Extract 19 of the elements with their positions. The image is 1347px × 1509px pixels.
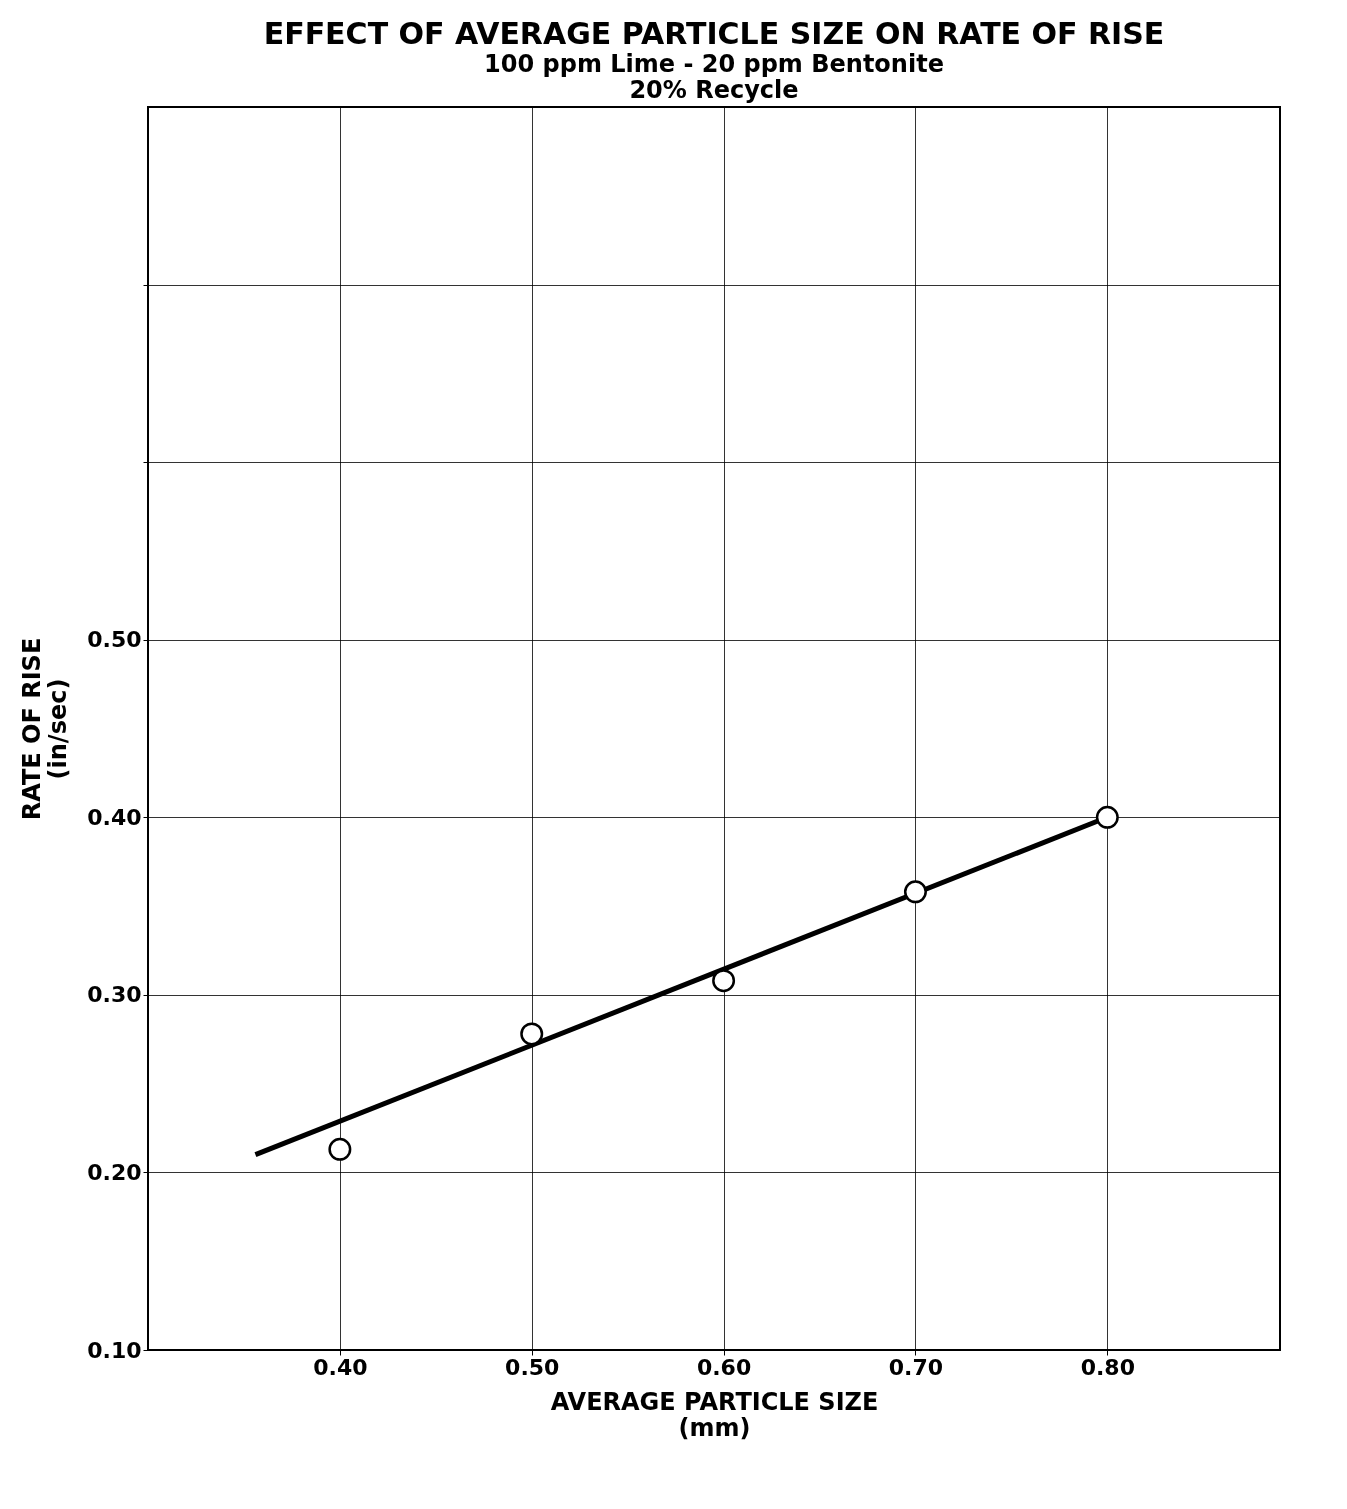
- x-axis-title: AVERAGE PARTICLE SIZE (mm): [550, 1387, 879, 1442]
- chart-title: EFFECT OF AVERAGE PARTICLE SIZE ON RATE OF RISE: [263, 16, 1165, 51]
- point: [712, 969, 736, 993]
- chart-subtitle: 100 ppm Lime - 20 ppm Bentonite 20% Recycle: [484, 50, 944, 104]
- y-tick-label: 0.40: [87, 804, 142, 830]
- x-tick-label: 0.80: [1080, 1354, 1135, 1380]
- y-tick-label: 0.30: [87, 982, 142, 1008]
- x-tick-label: 0.60: [696, 1354, 752, 1380]
- y-tick-label: 0.10: [87, 1337, 142, 1363]
- x-tick-label: 0.50: [505, 1354, 560, 1380]
- x-tick-label: 0.40: [313, 1354, 368, 1380]
- y-tick-label: 0.20: [87, 1159, 142, 1185]
- point: [903, 880, 927, 904]
- x-tick-label: 0.70: [888, 1354, 944, 1380]
- point: [1095, 805, 1119, 829]
- y-axis-title: RATE OF RISE (in/sec): [18, 637, 73, 821]
- point: [520, 1022, 544, 1046]
- y-tick-label: 0.50: [87, 627, 142, 653]
- point: [328, 1137, 352, 1161]
